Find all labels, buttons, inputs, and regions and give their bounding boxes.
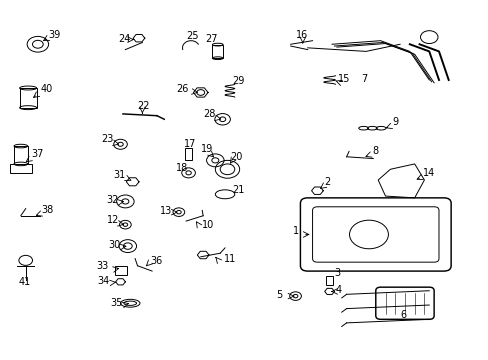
Text: 41: 41 bbox=[19, 278, 31, 287]
Text: 5: 5 bbox=[276, 290, 282, 300]
Text: 10: 10 bbox=[202, 220, 214, 230]
Text: 4: 4 bbox=[335, 285, 341, 295]
Text: 1: 1 bbox=[292, 226, 299, 237]
Bar bbox=[115, 266, 126, 275]
Text: 27: 27 bbox=[205, 35, 218, 45]
Text: 30: 30 bbox=[108, 240, 121, 250]
Text: 22: 22 bbox=[137, 100, 150, 111]
Text: 40: 40 bbox=[40, 85, 52, 94]
Text: 38: 38 bbox=[41, 205, 54, 215]
Text: 26: 26 bbox=[176, 84, 188, 94]
Text: 14: 14 bbox=[423, 168, 435, 179]
Text: 17: 17 bbox=[183, 139, 196, 149]
Text: 19: 19 bbox=[201, 144, 213, 154]
Text: 24: 24 bbox=[118, 35, 130, 45]
Text: 3: 3 bbox=[334, 269, 340, 278]
Text: 2: 2 bbox=[324, 177, 330, 187]
Text: 21: 21 bbox=[232, 185, 244, 194]
Text: 8: 8 bbox=[371, 146, 377, 156]
Bar bbox=[325, 276, 332, 285]
Text: 6: 6 bbox=[399, 310, 406, 320]
Text: 35: 35 bbox=[110, 298, 122, 308]
Text: 39: 39 bbox=[48, 30, 61, 40]
Text: 31: 31 bbox=[113, 170, 125, 180]
Text: 12: 12 bbox=[107, 215, 119, 225]
Text: 32: 32 bbox=[106, 195, 118, 205]
Text: 23: 23 bbox=[101, 135, 113, 144]
Text: 16: 16 bbox=[295, 30, 307, 40]
Text: 15: 15 bbox=[338, 74, 350, 84]
Text: 33: 33 bbox=[96, 261, 108, 271]
Bar bbox=[184, 148, 192, 160]
Text: 25: 25 bbox=[186, 31, 198, 41]
Text: 20: 20 bbox=[229, 152, 242, 162]
Text: 37: 37 bbox=[31, 149, 44, 159]
Bar bbox=[10, 164, 31, 173]
Text: 28: 28 bbox=[203, 109, 215, 120]
Text: 18: 18 bbox=[176, 163, 188, 173]
Text: 34: 34 bbox=[97, 276, 109, 285]
Bar bbox=[14, 146, 28, 164]
Text: 13: 13 bbox=[160, 206, 172, 216]
Text: 29: 29 bbox=[232, 76, 244, 86]
Bar bbox=[212, 45, 223, 58]
Text: 11: 11 bbox=[223, 254, 235, 264]
Text: 9: 9 bbox=[392, 117, 398, 127]
Text: 7: 7 bbox=[361, 74, 366, 84]
Bar bbox=[20, 88, 37, 108]
Text: 36: 36 bbox=[150, 256, 163, 266]
